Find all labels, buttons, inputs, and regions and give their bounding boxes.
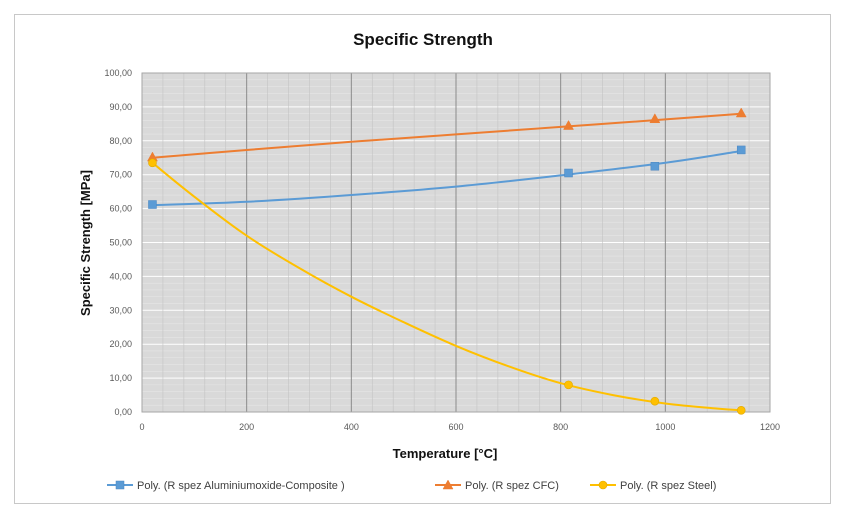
- y-tick-label: 60,00: [109, 204, 132, 214]
- series-line-cfc: [152, 112, 742, 159]
- y-tick-label: 80,00: [109, 136, 132, 146]
- y-tick-label: 50,00: [109, 238, 132, 248]
- y-tick-label: 20,00: [109, 339, 132, 349]
- x-tick-label: 1000: [655, 422, 675, 432]
- legend-label-steel: Poly. (R spez Steel): [620, 480, 716, 492]
- y-tick-label: 30,00: [109, 305, 132, 315]
- data-point-aluminiumoxide-composite: [148, 200, 157, 209]
- plot-border: [141, 72, 771, 413]
- data-point-aluminiumoxide-composite: [736, 145, 746, 155]
- data-point-aluminiumoxide-composite: [564, 168, 573, 178]
- y-tick-label: 40,00: [109, 271, 132, 281]
- tick-labels: 0,00 10,00 20,00 30,00 40,00 50,00 60,00 70,00 8…: [104, 68, 780, 432]
- data-point-aluminiumoxide-composite: [650, 161, 660, 171]
- x-tick-label: 0: [139, 422, 144, 432]
- gridlines: [141, 72, 771, 413]
- x-axis-title: Temperature [°C]: [393, 446, 498, 461]
- x-tick-label: 800: [553, 422, 568, 432]
- legend-marker-cfc: [442, 479, 454, 490]
- series-steel: [148, 158, 746, 415]
- legend-marker-steel: [598, 480, 608, 490]
- series-line-aluminiumoxide-composite: [152, 150, 742, 207]
- series-layer: [147, 107, 747, 415]
- x-tick-label: 1200: [760, 422, 780, 432]
- chart-title: Specific Strength: [353, 30, 493, 49]
- data-point-cfc: [563, 120, 574, 130]
- legend: Poly. (R spez Aluminiumoxide-Composite )…: [107, 479, 716, 492]
- data-point-steel: [650, 396, 660, 406]
- y-tick-label: 10,00: [109, 373, 132, 383]
- x-tick-label: 200: [239, 422, 254, 432]
- series-aluminiumoxide-composite: [148, 145, 746, 209]
- legend-marker-aluminiumoxide-composite: [115, 480, 125, 490]
- data-point-cfc: [735, 107, 747, 118]
- data-point-steel: [736, 406, 746, 415]
- y-tick-label: 70,00: [109, 170, 132, 180]
- data-point-cfc: [649, 113, 661, 124]
- y-axis-title: Specific Strength [MPa]: [78, 170, 93, 316]
- y-tick-label: 0,00: [114, 407, 132, 417]
- data-point-steel: [564, 380, 573, 390]
- data-point-steel: [148, 158, 157, 168]
- y-tick-label: 100,00: [104, 68, 132, 78]
- x-tick-label: 600: [448, 422, 463, 432]
- legend-label-aluminiumoxide-composite: Poly. (R spez Aluminiumoxide-Composite ): [137, 480, 345, 492]
- series-line-steel: [151, 162, 742, 412]
- legend-label-cfc: Poly. (R spez CFC): [465, 480, 559, 492]
- x-tick-label: 400: [344, 422, 359, 432]
- y-tick-label: 90,00: [109, 102, 132, 112]
- series-cfc: [147, 107, 747, 162]
